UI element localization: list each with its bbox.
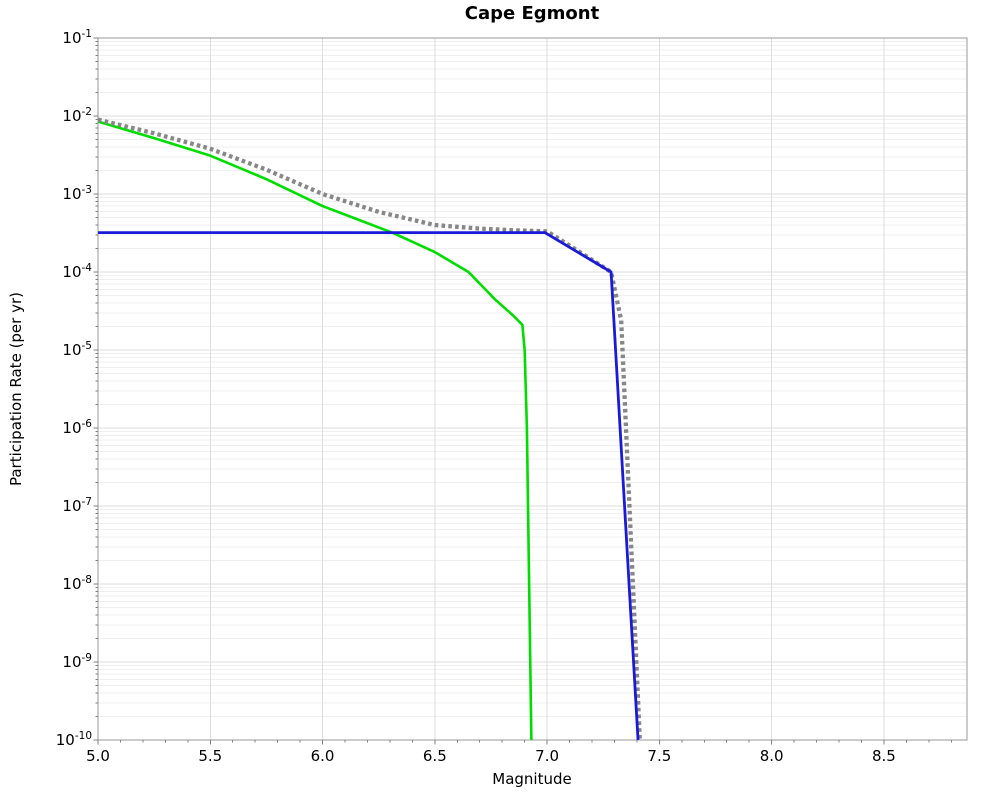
- x-tick-label: 5.0: [86, 747, 110, 765]
- series-gray-dotted-curve: [97, 117, 642, 741]
- series-green-solid-curve: [97, 120, 533, 741]
- x-axis-label: Magnitude: [492, 770, 572, 788]
- y-tick-label: 10-7: [62, 496, 92, 515]
- y-axis-label: Participation Rate (per yr): [7, 291, 25, 487]
- y-tick-label: 10-8: [62, 574, 92, 593]
- y-tick-label: 10-5: [62, 340, 92, 359]
- y-tick-label: 10-4: [62, 262, 92, 281]
- y-tick-label: 10-9: [62, 652, 92, 671]
- chart-title: Cape Egmont: [464, 3, 600, 24]
- x-tick-label: 6.5: [422, 747, 447, 765]
- x-tick-label: 7.5: [647, 747, 672, 765]
- y-tick-label: 10-10: [55, 730, 92, 749]
- x-tick-label: 8.0: [759, 747, 784, 765]
- x-tick-label: 7.0: [535, 747, 560, 765]
- series-blue-solid-line: [98, 231, 640, 741]
- x-tick-label: 6.0: [310, 747, 335, 765]
- y-tick-label: 10-2: [62, 106, 92, 125]
- y-tick-label: 10-3: [62, 184, 92, 203]
- y-tick-label: 10-6: [62, 418, 92, 437]
- y-tick-label: 10-1: [62, 28, 92, 47]
- axes-spines: [97, 37, 968, 741]
- x-tick-label: 8.5: [871, 747, 896, 765]
- x-tick-label: 5.5: [198, 747, 223, 765]
